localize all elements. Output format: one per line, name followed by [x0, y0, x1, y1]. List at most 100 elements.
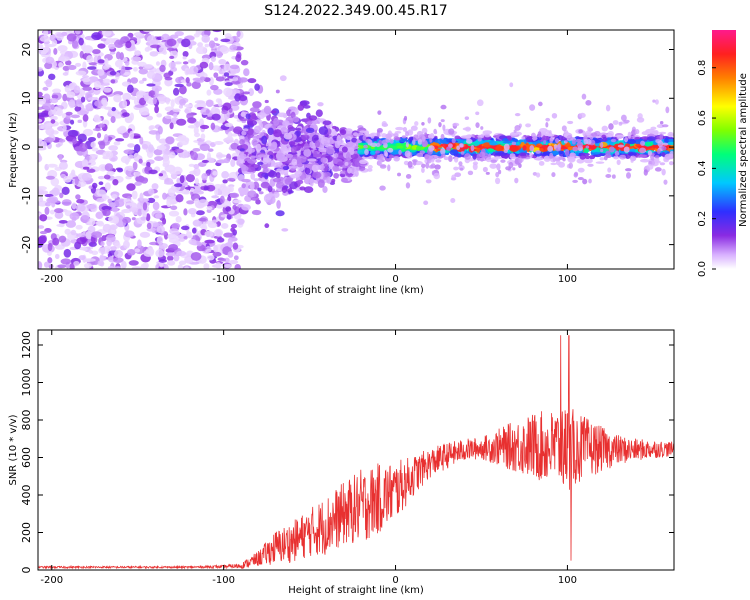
heatmap-cell	[127, 248, 136, 256]
heatmap-cell	[121, 65, 126, 74]
heatmap-cell	[88, 241, 97, 247]
heatmap-cell	[514, 177, 519, 184]
heatmap-cell	[443, 156, 449, 161]
heatmap-cell	[625, 172, 631, 179]
heatmap-cell	[98, 181, 104, 186]
heatmap-cell	[76, 237, 87, 245]
heatmap-cell	[417, 138, 423, 145]
heatmap-cell	[214, 187, 219, 196]
heatmap-cell	[108, 145, 119, 151]
snr-xtick-label: -200	[40, 575, 63, 586]
heatmap-cell	[464, 153, 472, 160]
heatmap-cell	[80, 215, 90, 223]
heatmap-cell	[464, 126, 471, 132]
heatmap-cell	[104, 182, 111, 191]
heatmap-cell	[202, 221, 207, 230]
heatmap-cell	[165, 252, 176, 257]
heatmap-cell	[102, 209, 111, 217]
heatmap-cell	[122, 216, 132, 224]
heatmap-cell	[237, 186, 247, 193]
heatmap-cell	[213, 244, 218, 253]
heatmap-cell	[222, 179, 228, 184]
heatmap-cell	[600, 148, 604, 153]
heatmap-cell	[402, 127, 408, 132]
heatmap-cell	[126, 84, 134, 93]
heatmap-cell	[66, 91, 76, 99]
heatmap-cell	[146, 70, 156, 79]
heatmap-cell	[188, 207, 197, 215]
snr-ytick-label: 200	[20, 522, 33, 543]
heatmap-cell	[537, 101, 543, 107]
heatmap-cell	[143, 94, 149, 102]
heatmap-cell	[73, 85, 81, 94]
heatmap-cell	[85, 231, 93, 240]
heatmap-cell	[155, 61, 161, 66]
heatmap-cell	[197, 42, 203, 48]
heatmap-cell	[669, 133, 673, 137]
heatmap-cell	[537, 136, 542, 141]
heatmap-cell	[351, 137, 358, 143]
heatmap-cell	[127, 154, 134, 160]
heatmap-cell	[146, 83, 156, 87]
heatmap-cell	[646, 163, 654, 170]
heatmap-cell	[363, 144, 368, 149]
heatmap-cell	[50, 115, 58, 121]
heatmap-cell	[195, 121, 201, 128]
heatmap-cell	[140, 263, 148, 269]
heatmap-cell	[45, 175, 55, 180]
heatmap-cell	[551, 112, 558, 119]
heatmap-cell	[480, 126, 484, 130]
heatmap-cell	[548, 130, 552, 134]
heatmap-cell	[393, 136, 400, 141]
heatmap-cell	[220, 223, 229, 229]
heatmap-cell	[275, 210, 285, 217]
heatmap-cell	[69, 119, 75, 125]
heatmap-cell	[547, 145, 554, 152]
heatmap-cell	[70, 229, 77, 236]
heatmap-cell	[509, 132, 519, 136]
heatmap-cell	[618, 121, 623, 126]
heatmap-cell	[605, 174, 612, 179]
heatmap-cell	[250, 196, 260, 201]
heatmap-cell	[285, 153, 294, 158]
heatmap-cell	[170, 99, 175, 108]
heatmap-cell	[222, 200, 232, 208]
heatmap-cell	[473, 140, 480, 147]
heatmap-cell	[456, 145, 461, 151]
heatmap-cell	[350, 166, 357, 175]
heatmap-cell	[252, 101, 262, 109]
heatmap-cell	[654, 99, 659, 105]
heatmap-cell	[314, 140, 321, 148]
heatmap-cell	[572, 146, 579, 152]
heatmap-cell	[59, 192, 64, 199]
colorbar-tick-label: 0.0	[697, 261, 708, 277]
heatmap-cell	[80, 96, 86, 103]
heatmap-cell	[583, 158, 593, 164]
heatmap-cell	[276, 152, 285, 162]
heatmap-cell	[117, 111, 123, 115]
heatmap-cell	[98, 247, 109, 255]
heatmap-cell	[460, 151, 465, 155]
heatmap-cell	[43, 30, 49, 37]
heatmap-cell	[173, 183, 183, 188]
heatmap-cell	[149, 125, 156, 130]
heatmap-cell	[435, 159, 442, 163]
heatmap-cell	[140, 177, 149, 184]
heatmap-cell	[156, 95, 167, 102]
heatmap-cell	[232, 199, 242, 204]
heatmap-cell	[69, 212, 80, 221]
heatmap-cell	[129, 130, 135, 140]
heatmap-cell	[109, 70, 117, 76]
heatmap-cell	[51, 187, 60, 197]
heatmap-cell	[381, 133, 387, 139]
heatmap-cell	[467, 170, 474, 176]
heatmap-cell	[284, 178, 292, 185]
heatmap-cell	[137, 91, 147, 96]
heatmap-cell	[379, 185, 386, 191]
heatmap-cell	[193, 163, 200, 170]
heatmap-cell	[87, 136, 97, 142]
heatmap-cell	[650, 126, 657, 131]
heatmap-cell	[176, 250, 187, 257]
heatmap-cell	[75, 194, 81, 200]
heatmap-cell	[345, 152, 352, 161]
